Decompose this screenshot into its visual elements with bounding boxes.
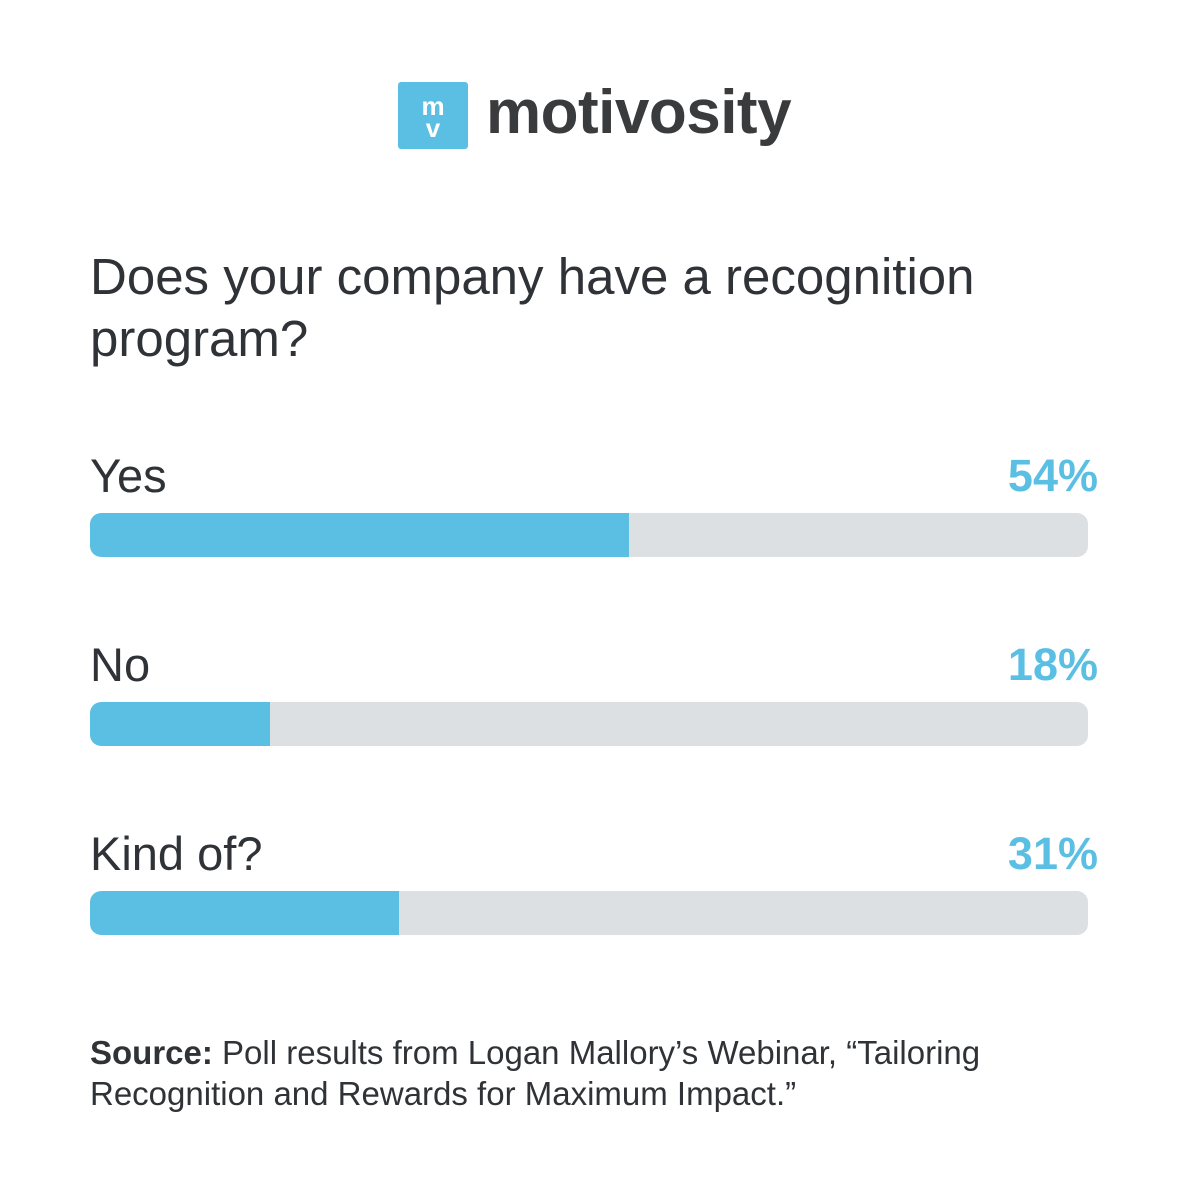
bar-track — [90, 702, 1088, 746]
bar-label: No — [90, 638, 151, 691]
bar-row: Yes 54% — [90, 440, 1100, 629]
chart-title: Does your company have a recognition pro… — [90, 248, 975, 367]
bar-chart: Yes 54% No 18% Kind of? 31% — [90, 440, 1100, 1007]
bar-fill — [90, 513, 629, 557]
logo-mark-bottom-letter: v — [426, 113, 441, 143]
source-note: Source: Poll results from Logan Mallory’… — [90, 1032, 1110, 1114]
motivosity-logo-icon: m v — [398, 82, 468, 149]
bar-fill — [90, 891, 400, 935]
bar-fill — [90, 702, 270, 746]
source-text: Poll results from Logan Mallory’s Webina… — [90, 1034, 981, 1112]
bar-value-label: 31% — [1007, 828, 1098, 879]
bar-track — [90, 513, 1088, 557]
logo-wordmark: motivosity — [486, 78, 792, 147]
logo-mark-top-letter: m — [421, 91, 444, 121]
bar-row: Kind of? 31% — [90, 818, 1100, 1007]
bar-label: Kind of? — [90, 827, 263, 880]
bar-row: No 18% — [90, 629, 1100, 818]
bar-value-label: 18% — [1007, 639, 1098, 690]
bar-value-label: 54% — [1007, 450, 1098, 501]
logo: m v motivosity — [398, 78, 792, 149]
bar-track — [90, 891, 1088, 935]
logo-mark-background — [398, 82, 468, 149]
source-label: Source: — [90, 1034, 213, 1071]
bar-label: Yes — [90, 449, 167, 502]
